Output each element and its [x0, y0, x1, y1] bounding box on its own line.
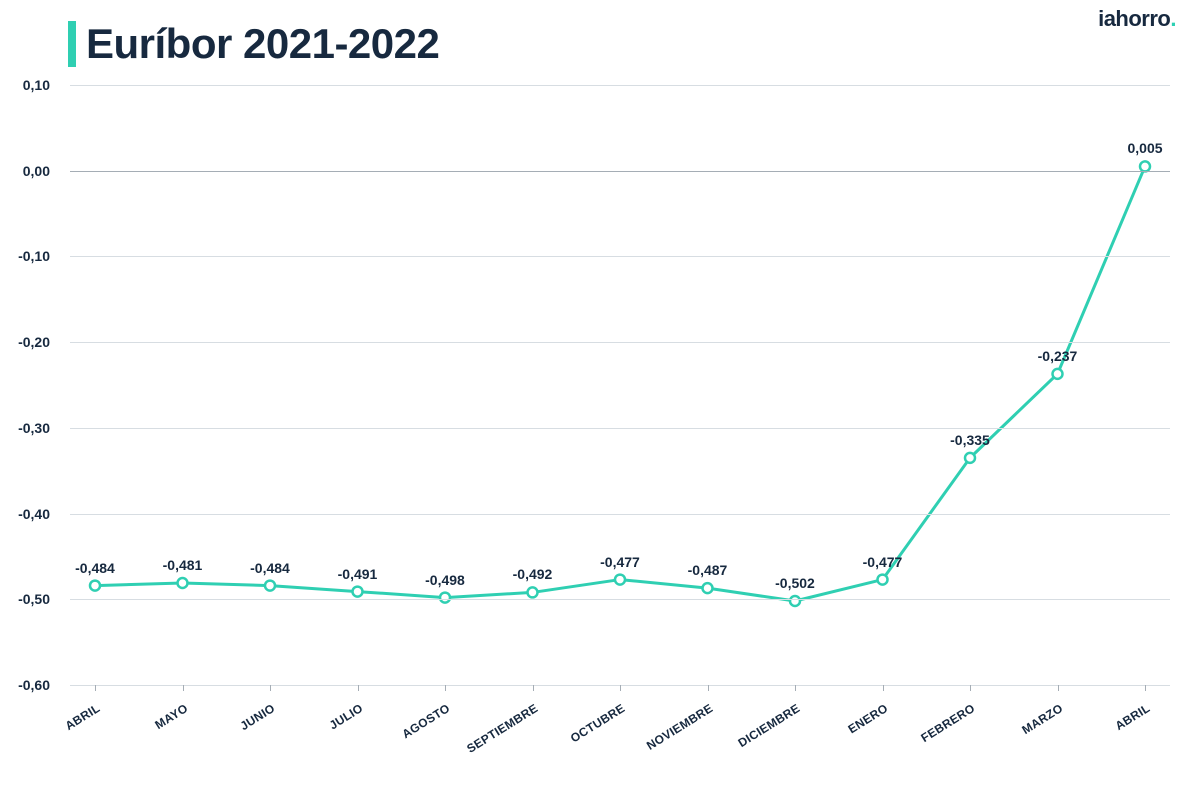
data-point — [1053, 369, 1063, 379]
y-tick-label: -0,40 — [18, 506, 50, 522]
gridline — [70, 599, 1170, 600]
gridline — [70, 256, 1170, 257]
data-label: -0,498 — [425, 572, 465, 588]
data-label: -0,477 — [600, 554, 640, 570]
y-tick-label: -0,10 — [18, 248, 50, 264]
data-label: -0,237 — [1038, 348, 1078, 364]
y-tick-label: -0,20 — [18, 334, 50, 350]
x-tick — [183, 685, 184, 691]
gridline — [70, 171, 1170, 172]
data-point — [615, 575, 625, 585]
chart-plot-area: 0,100,00-0,10-0,20-0,30-0,40-0,50-0,60AB… — [70, 85, 1170, 725]
y-tick-label: -0,30 — [18, 420, 50, 436]
logo-dot: . — [1170, 6, 1176, 31]
x-tick — [883, 685, 884, 691]
y-tick-label: 0,00 — [23, 163, 50, 179]
data-label: -0,481 — [163, 557, 203, 573]
data-point — [528, 587, 538, 597]
data-point — [265, 581, 275, 591]
x-tick — [620, 685, 621, 691]
data-point — [790, 596, 800, 606]
data-label: -0,491 — [338, 566, 378, 582]
brand-logo: iahorro. — [1098, 6, 1176, 32]
x-tick — [95, 685, 96, 691]
title-wrap: Euríbor 2021-2022 — [68, 20, 439, 68]
data-point — [440, 593, 450, 603]
line-series-svg — [70, 85, 1170, 725]
logo-text: iahorro — [1098, 6, 1170, 31]
gridline — [70, 342, 1170, 343]
gridline — [70, 514, 1170, 515]
gridline — [70, 428, 1170, 429]
data-label: -0,484 — [250, 560, 290, 576]
data-label: -0,477 — [863, 554, 903, 570]
x-tick — [970, 685, 971, 691]
data-label: 0,005 — [1127, 140, 1162, 156]
data-point — [878, 575, 888, 585]
data-point — [703, 583, 713, 593]
y-tick-label: 0,10 — [23, 77, 50, 93]
data-point — [178, 578, 188, 588]
x-tick — [708, 685, 709, 691]
x-tick — [445, 685, 446, 691]
data-label: -0,492 — [513, 566, 553, 582]
series-line — [95, 166, 1145, 601]
x-tick — [795, 685, 796, 691]
x-tick — [1145, 685, 1146, 691]
x-tick — [358, 685, 359, 691]
data-label: -0,484 — [75, 560, 115, 576]
chart-title: Euríbor 2021-2022 — [86, 20, 439, 68]
data-label: -0,502 — [775, 575, 815, 591]
data-point — [353, 587, 363, 597]
y-tick-label: -0,50 — [18, 591, 50, 607]
title-accent-bar — [68, 21, 76, 67]
y-tick-label: -0,60 — [18, 677, 50, 693]
gridline — [70, 85, 1170, 86]
data-point — [965, 453, 975, 463]
x-tick — [270, 685, 271, 691]
x-tick — [1058, 685, 1059, 691]
data-label: -0,487 — [688, 562, 728, 578]
data-label: -0,335 — [950, 432, 990, 448]
chart-container: iahorro. Euríbor 2021-2022 0,100,00-0,10… — [0, 0, 1196, 805]
data-point — [90, 581, 100, 591]
x-tick — [533, 685, 534, 691]
